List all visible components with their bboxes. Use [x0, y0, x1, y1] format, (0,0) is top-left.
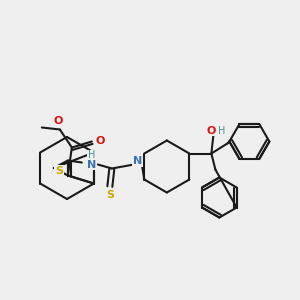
Text: H: H	[88, 151, 95, 160]
Text: O: O	[53, 116, 62, 125]
Text: S: S	[55, 166, 63, 176]
Text: H: H	[218, 125, 225, 136]
Text: S: S	[106, 190, 114, 200]
Text: N: N	[133, 157, 142, 166]
Text: O: O	[95, 136, 104, 146]
Text: N: N	[87, 160, 97, 170]
Text: O: O	[207, 125, 216, 136]
